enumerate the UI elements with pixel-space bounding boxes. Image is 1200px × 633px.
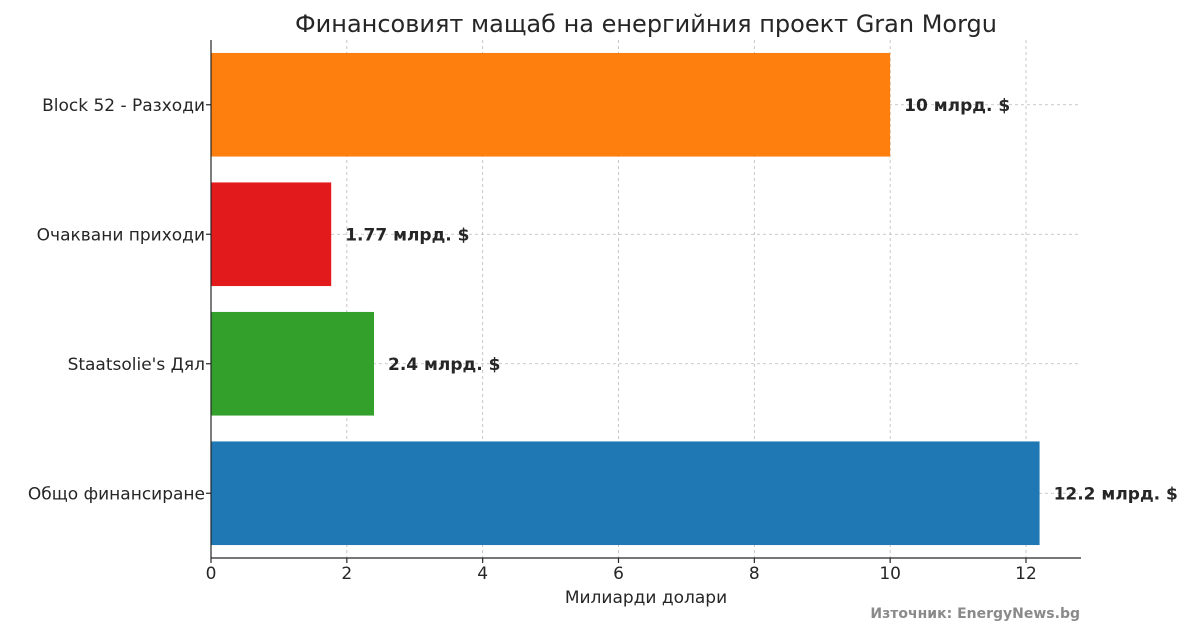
category-label: Общо финансиране bbox=[28, 484, 205, 504]
category-label: Очаквани приходи bbox=[37, 225, 205, 245]
chart-title: Финансовият мащаб на енергийния проект G… bbox=[295, 10, 997, 38]
bar-value-label: 10 млрд. $ bbox=[904, 96, 1010, 116]
x-tick-label: 0 bbox=[206, 564, 217, 584]
category-label: Block 52 - Разходи bbox=[42, 96, 205, 116]
bars: 10 млрд. $ 1.77 млрд. $ 2.4 млрд. $ 12.2 мл… bbox=[211, 52, 1178, 546]
bar-value-label: 1.77 млрд. $ bbox=[345, 225, 469, 245]
x-tick-label: 8 bbox=[749, 564, 760, 584]
bar bbox=[211, 311, 374, 416]
x-tick-label: 4 bbox=[477, 564, 488, 584]
source-note: Източник: EnergyNews.bg bbox=[870, 606, 1080, 622]
x-tick-label: 12 bbox=[1015, 564, 1037, 584]
x-tick-label: 2 bbox=[341, 564, 352, 584]
bar bbox=[211, 182, 332, 287]
category-label: Staatsolie's Дял bbox=[68, 355, 205, 375]
bar bbox=[211, 441, 1040, 546]
bar bbox=[211, 52, 891, 157]
bar-value-label: 2.4 млрд. $ bbox=[388, 355, 500, 375]
bar-value-label: 12.2 млрд. $ bbox=[1054, 484, 1178, 504]
axes: Block 52 - Разходи Очаквани приходи Staats… bbox=[28, 40, 1081, 584]
x-tick-label: 6 bbox=[613, 564, 624, 584]
x-tick-label: 10 bbox=[879, 564, 901, 584]
x-axis-label: Милиарди долари bbox=[565, 588, 727, 608]
